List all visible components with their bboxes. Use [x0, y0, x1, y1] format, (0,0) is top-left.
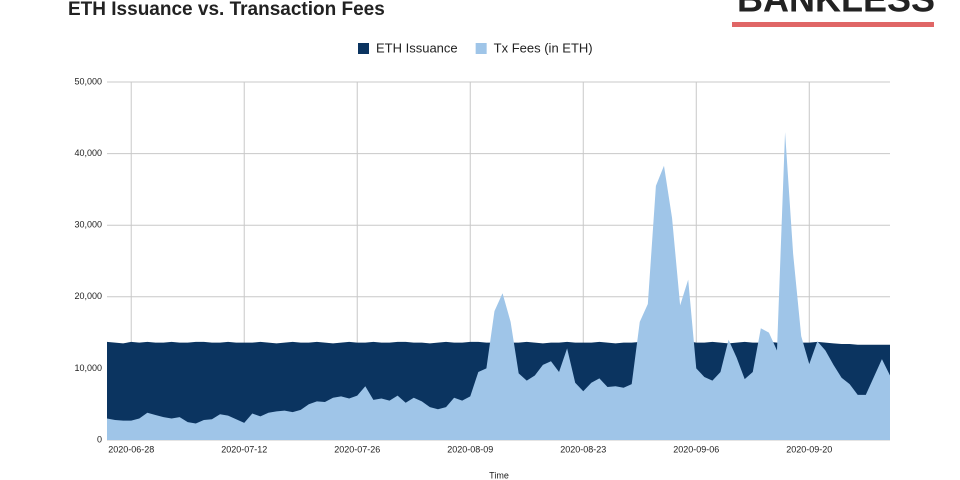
- logo-underline: [732, 22, 934, 27]
- legend-swatch: [358, 43, 369, 54]
- legend-label: Tx Fees (in ETH): [494, 40, 593, 55]
- logo: BANKLESS: [737, 0, 935, 20]
- y-tick-label: 40,000: [74, 148, 102, 158]
- legend-label: ETH Issuance: [376, 40, 458, 55]
- x-tick-label: 2020-08-09: [447, 444, 493, 454]
- y-tick-label: 20,000: [74, 291, 102, 301]
- legend: ETH Issuance Tx Fees (in ETH): [358, 40, 593, 55]
- y-tick-label: 50,000: [74, 76, 102, 86]
- y-tick-label: 30,000: [74, 220, 102, 230]
- x-tick-label: 2020-06-28: [108, 444, 154, 454]
- x-tick-label: 2020-09-20: [786, 444, 832, 454]
- y-tick-label: 10,000: [74, 363, 102, 373]
- x-tick-label: 2020-07-12: [221, 444, 267, 454]
- chart-title: ETH Issuance vs. Transaction Fees: [68, 0, 385, 20]
- x-tick-label: 2020-08-23: [560, 444, 606, 454]
- area: [107, 132, 890, 440]
- x-tick-label: 2020-07-26: [334, 444, 380, 454]
- x-tick-label: 2020-09-06: [673, 444, 719, 454]
- y-tick-label: 0: [97, 434, 102, 444]
- x-axis-title: Time: [489, 470, 509, 480]
- legend-swatch: [475, 43, 487, 54]
